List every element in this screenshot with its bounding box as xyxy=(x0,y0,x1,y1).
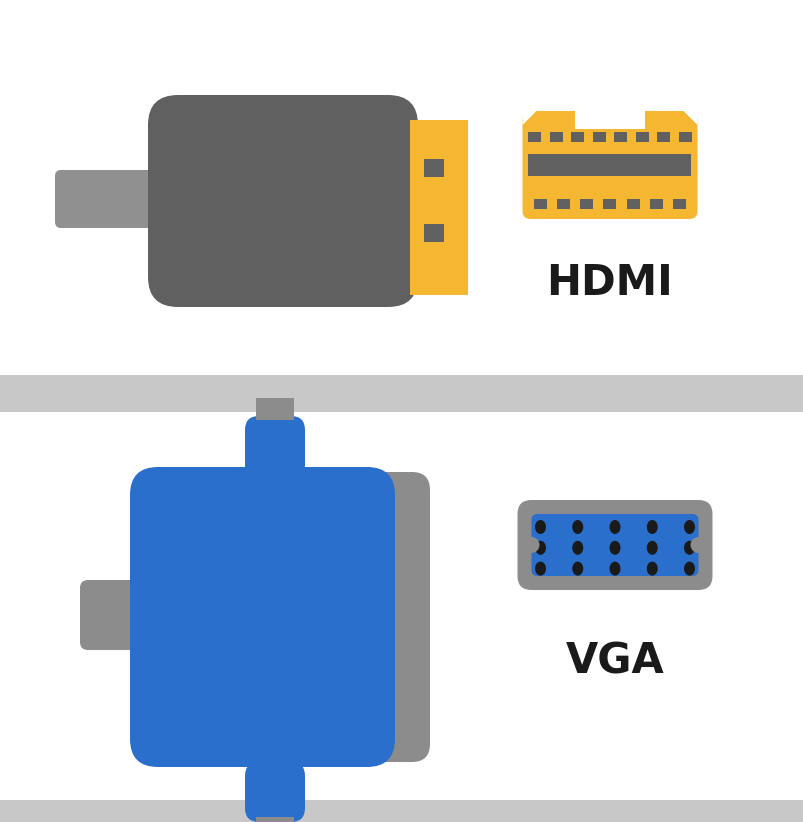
Text: VGA: VGA xyxy=(565,640,663,682)
Bar xyxy=(528,132,540,142)
Bar xyxy=(570,132,584,142)
Ellipse shape xyxy=(609,520,620,534)
Ellipse shape xyxy=(534,520,545,534)
Ellipse shape xyxy=(683,520,694,534)
Ellipse shape xyxy=(534,541,545,555)
Polygon shape xyxy=(683,111,697,125)
Bar xyxy=(592,132,605,142)
Bar xyxy=(649,199,662,209)
Circle shape xyxy=(690,537,706,553)
Ellipse shape xyxy=(609,561,620,575)
Ellipse shape xyxy=(534,561,545,575)
Bar xyxy=(556,199,569,209)
Bar xyxy=(255,398,294,420)
Bar xyxy=(603,199,616,209)
Text: HDMI: HDMI xyxy=(546,262,673,304)
Ellipse shape xyxy=(646,561,657,575)
Bar xyxy=(423,159,443,177)
FancyBboxPatch shape xyxy=(80,580,180,650)
Bar xyxy=(528,154,691,176)
Bar xyxy=(657,132,670,142)
FancyBboxPatch shape xyxy=(531,514,698,576)
Bar xyxy=(0,375,803,412)
FancyBboxPatch shape xyxy=(290,472,430,762)
Ellipse shape xyxy=(572,561,582,575)
Bar xyxy=(613,132,626,142)
Bar xyxy=(672,199,685,209)
Ellipse shape xyxy=(572,520,582,534)
Ellipse shape xyxy=(609,541,620,555)
Bar xyxy=(423,224,443,242)
Bar xyxy=(626,199,639,209)
FancyBboxPatch shape xyxy=(55,170,160,228)
Bar xyxy=(574,111,644,129)
Bar xyxy=(410,120,467,295)
Bar xyxy=(679,132,691,142)
FancyBboxPatch shape xyxy=(522,111,697,219)
FancyBboxPatch shape xyxy=(130,467,394,767)
Bar xyxy=(549,132,562,142)
FancyBboxPatch shape xyxy=(245,762,304,822)
Bar xyxy=(255,817,294,822)
Bar xyxy=(580,199,593,209)
Ellipse shape xyxy=(683,561,694,575)
Bar xyxy=(635,132,648,142)
Ellipse shape xyxy=(683,541,694,555)
Circle shape xyxy=(523,537,539,553)
Bar xyxy=(533,199,546,209)
Ellipse shape xyxy=(646,520,657,534)
Polygon shape xyxy=(522,111,536,125)
FancyBboxPatch shape xyxy=(517,500,711,590)
FancyBboxPatch shape xyxy=(245,416,304,479)
Bar xyxy=(0,800,803,822)
Ellipse shape xyxy=(646,541,657,555)
FancyBboxPatch shape xyxy=(148,95,418,307)
Ellipse shape xyxy=(572,541,582,555)
